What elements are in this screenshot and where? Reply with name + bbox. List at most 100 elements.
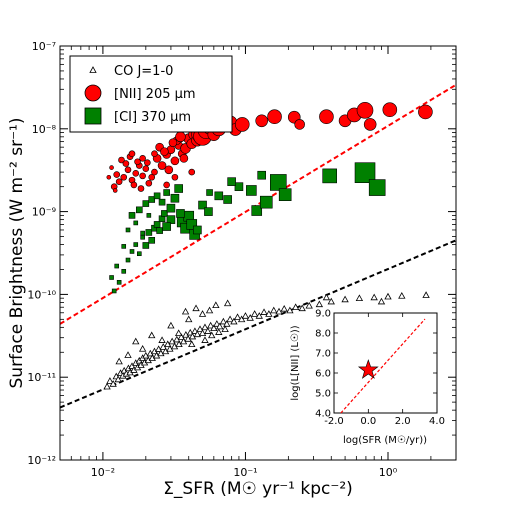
- nii-point: [109, 165, 114, 170]
- inset-y-tick-label: 7.0: [315, 349, 331, 360]
- co-point: [191, 327, 199, 334]
- co-point: [124, 351, 132, 358]
- x-tick-label: 10⁰: [379, 466, 398, 479]
- co-point: [398, 292, 406, 299]
- co-point: [198, 329, 207, 336]
- nii-point: [139, 155, 146, 162]
- co-point: [168, 337, 176, 345]
- inset-x-tick-label: 0.0: [360, 416, 376, 427]
- ci-point: [140, 230, 145, 236]
- co-point: [255, 312, 263, 319]
- co-point: [298, 304, 306, 312]
- co-point: [322, 293, 331, 301]
- co-point: [193, 330, 202, 338]
- ci-point: [148, 196, 156, 203]
- co-point: [215, 328, 223, 335]
- inset-x-tick-label: 4.0: [429, 416, 445, 427]
- ci-point: [368, 179, 386, 196]
- co-point: [219, 317, 228, 325]
- ci-point: [128, 212, 136, 219]
- nii-point: [118, 156, 125, 164]
- ci-point: [121, 244, 127, 249]
- nii-point: [160, 147, 169, 156]
- co-point: [305, 301, 313, 309]
- x-tick-label: 10⁻¹: [233, 466, 257, 479]
- nii-point: [188, 168, 196, 176]
- co-point: [188, 340, 196, 348]
- inset-x-axis-label: log(SFR (M☉/yr)): [343, 435, 427, 446]
- nii-point: [179, 154, 189, 163]
- ci-point: [135, 206, 143, 214]
- ci-point: [125, 227, 131, 233]
- co-point: [221, 325, 229, 332]
- ci-point: [116, 280, 122, 285]
- co-point: [198, 310, 207, 317]
- ci-point: [125, 257, 131, 263]
- ci-point: [176, 209, 185, 218]
- ci-point: [161, 210, 168, 217]
- co-point: [327, 297, 335, 305]
- ci-point: [214, 191, 224, 201]
- co-point: [167, 321, 175, 329]
- y-axis-label: Surface Brightness (W m⁻² sr⁻¹): [7, 118, 27, 389]
- nii-point: [382, 102, 398, 118]
- nii-point: [255, 114, 268, 128]
- y-tick-label: 10⁻¹¹: [27, 371, 56, 384]
- nii-point: [137, 185, 145, 192]
- co-point: [241, 312, 250, 319]
- co-point: [377, 297, 386, 305]
- ci-point: [148, 237, 156, 244]
- ci-point: [136, 251, 142, 257]
- co-point: [422, 291, 430, 298]
- co-point: [275, 307, 283, 315]
- nii-point: [124, 166, 132, 174]
- ci-point: [170, 193, 180, 203]
- co-point: [384, 292, 392, 300]
- ci-point: [354, 162, 376, 183]
- nii-point: [294, 119, 305, 130]
- co-point: [223, 299, 232, 307]
- y-tick-label: 10⁻⁸: [32, 123, 57, 136]
- co-point: [115, 357, 123, 365]
- co-point: [233, 313, 242, 321]
- ci-point: [142, 200, 150, 207]
- co-point: [132, 337, 140, 345]
- y-tick-label: 10⁻¹²: [27, 454, 56, 467]
- y-tick-label: 10⁻⁷: [32, 40, 56, 53]
- nii-point: [113, 171, 121, 178]
- nii-point: [139, 172, 146, 180]
- ci-point: [204, 207, 213, 216]
- inset-x-tick-label: -2.0: [324, 416, 344, 427]
- co-point: [341, 295, 349, 303]
- nii-point: [106, 174, 112, 180]
- nii-point: [148, 173, 156, 181]
- co-point: [174, 329, 183, 336]
- nii-point: [234, 117, 250, 132]
- nii-point: [163, 181, 170, 189]
- co-point: [260, 308, 268, 315]
- ci-point: [166, 203, 176, 213]
- ci-point: [162, 222, 171, 231]
- plot-frame: [59, 45, 457, 461]
- co-point: [355, 294, 364, 301]
- ci-point: [109, 275, 114, 280]
- ci-point: [269, 174, 287, 191]
- ci-point: [163, 189, 170, 196]
- nii-point: [356, 102, 374, 119]
- nii-point: [157, 161, 167, 170]
- inset-y-tick-label: 4.0: [315, 409, 331, 420]
- y-tick-label: 10⁻⁹: [32, 206, 56, 219]
- co-point: [223, 320, 231, 327]
- co-point: [201, 323, 209, 331]
- nii-point: [128, 150, 136, 158]
- ci-point: [246, 185, 257, 196]
- co-point: [204, 327, 212, 334]
- co-point: [265, 310, 273, 317]
- co-point: [280, 304, 288, 312]
- co-point: [206, 321, 215, 329]
- ci-point: [223, 195, 232, 204]
- ci-point: [227, 177, 236, 186]
- inset-y-tick-label: 9.0: [315, 309, 331, 320]
- co-point: [250, 310, 259, 317]
- ci-point: [278, 188, 292, 201]
